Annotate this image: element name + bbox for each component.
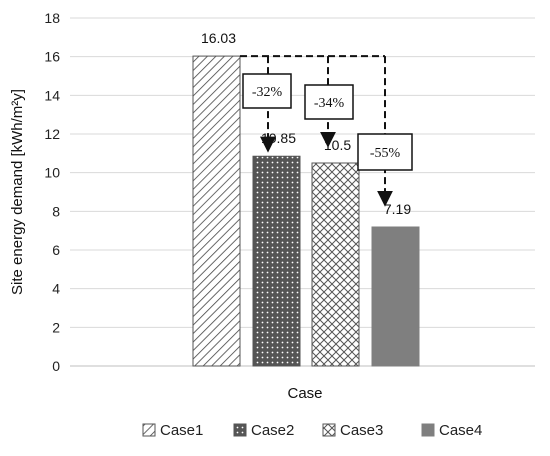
data-label-case2: 10.85 xyxy=(261,130,296,146)
data-label-case4: 7.19 xyxy=(384,201,411,217)
bars xyxy=(192,55,420,367)
data-label-case1: 16.03 xyxy=(201,30,236,46)
annotation-box xyxy=(242,73,292,109)
bar-case4 xyxy=(371,226,420,367)
bar-case1 xyxy=(192,55,241,367)
y-axis-title: Site energy demand [kWh/m²y] xyxy=(9,89,26,295)
y-tick-label: 8 xyxy=(52,203,60,219)
y-axis-ticks: 0 2 4 6 8 10 12 14 16 18 xyxy=(44,10,60,374)
y-tick-label: 0 xyxy=(52,358,60,374)
y-tick-label: 6 xyxy=(52,242,60,258)
gridlines xyxy=(70,17,535,328)
bar-case3 xyxy=(311,162,360,367)
annotation-label: -55% xyxy=(370,146,401,161)
legend-swatch-case1 xyxy=(142,423,156,437)
annotation-box xyxy=(304,84,354,120)
y-tick-label: 4 xyxy=(52,281,60,297)
annotation-label: -32% xyxy=(252,85,283,100)
legend-label-case4: Case4 xyxy=(439,422,482,439)
annotation-label: -34% xyxy=(314,96,345,111)
legend-label-case1: Case1 xyxy=(160,422,203,439)
y-tick-label: 12 xyxy=(44,126,60,142)
y-tick-label: 2 xyxy=(52,319,60,335)
y-tick-label: 10 xyxy=(44,165,60,181)
legend-swatch-case4 xyxy=(421,423,435,437)
annotations: -32% -34% -55% xyxy=(240,55,413,207)
y-tick-label: 18 xyxy=(44,10,60,26)
legend-swatch-case3 xyxy=(322,423,336,437)
y-tick-label: 16 xyxy=(44,49,60,65)
legend-swatch-case2 xyxy=(233,423,247,437)
legend: Case1 Case2 Case3 Case4 xyxy=(142,422,482,439)
annotation-box xyxy=(357,133,413,171)
y-tick-label: 14 xyxy=(44,87,60,103)
x-axis-title: Case xyxy=(287,385,322,402)
legend-label-case2: Case2 xyxy=(251,422,294,439)
bar-case2 xyxy=(252,155,301,367)
legend-label-case3: Case3 xyxy=(340,422,383,439)
